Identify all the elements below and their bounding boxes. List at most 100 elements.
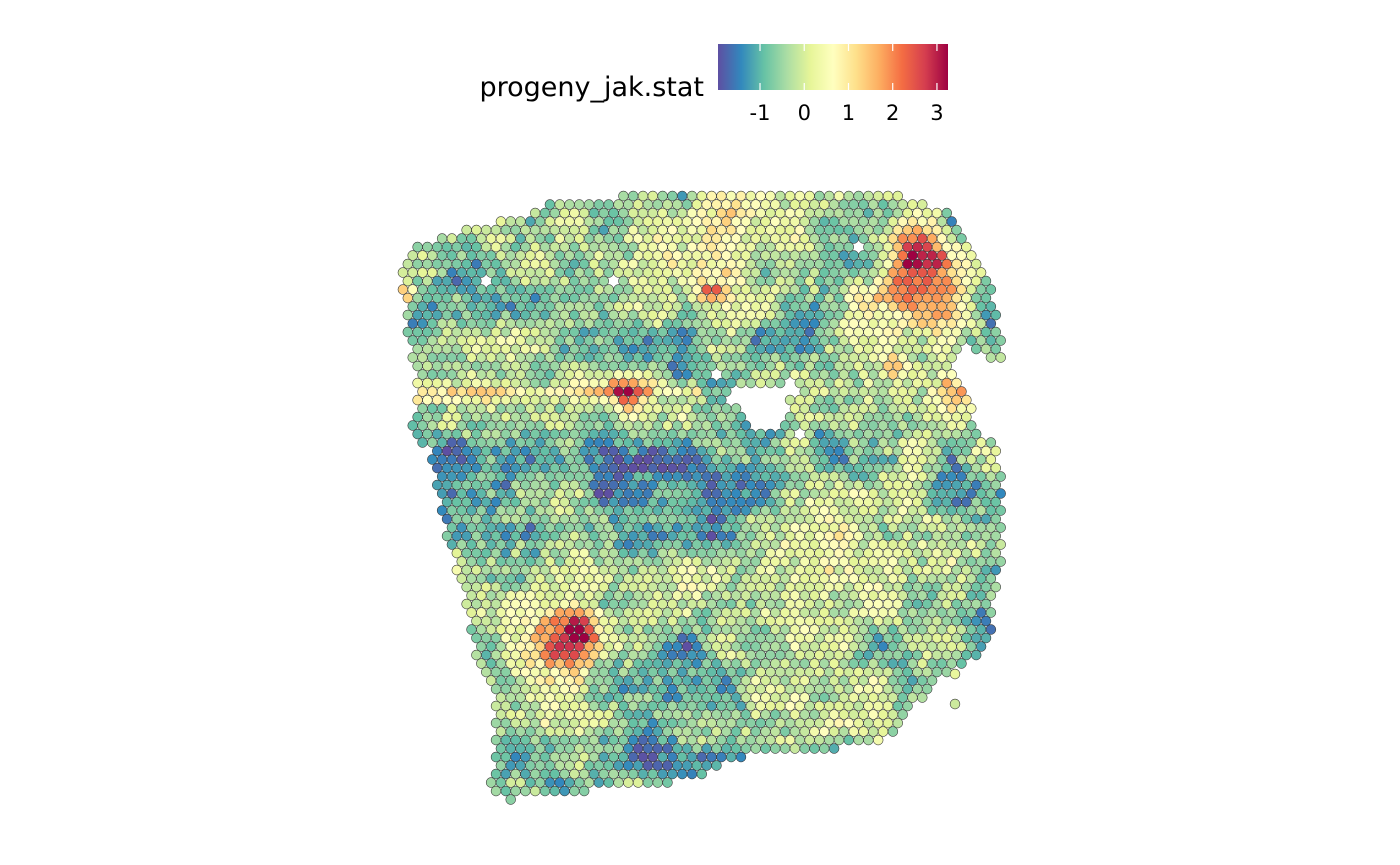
spot bbox=[716, 411, 727, 423]
spot bbox=[804, 666, 815, 678]
spot bbox=[608, 717, 619, 729]
spot bbox=[794, 598, 805, 610]
spot bbox=[863, 428, 874, 440]
spot bbox=[520, 768, 531, 780]
spot bbox=[500, 683, 511, 695]
spot bbox=[740, 284, 752, 295]
spot bbox=[907, 369, 918, 380]
spot bbox=[882, 581, 894, 593]
spot bbox=[804, 190, 815, 202]
spot bbox=[730, 624, 742, 635]
spot bbox=[917, 675, 928, 686]
spot bbox=[505, 301, 516, 312]
spot bbox=[784, 649, 796, 661]
spot bbox=[544, 199, 556, 210]
spot bbox=[691, 743, 703, 754]
spot bbox=[598, 241, 609, 253]
spot bbox=[525, 437, 536, 448]
spot bbox=[485, 454, 497, 465]
spot bbox=[770, 471, 781, 482]
spot bbox=[520, 683, 531, 695]
spot bbox=[784, 564, 796, 576]
spot bbox=[515, 522, 526, 533]
spot bbox=[432, 343, 443, 355]
spot bbox=[593, 216, 605, 227]
spot bbox=[603, 250, 614, 261]
spot bbox=[618, 734, 629, 746]
spot bbox=[534, 641, 546, 652]
spot bbox=[647, 700, 658, 712]
spot bbox=[667, 445, 678, 457]
spot bbox=[819, 726, 830, 737]
spot bbox=[515, 726, 526, 737]
spot bbox=[711, 267, 722, 278]
spot bbox=[461, 411, 472, 423]
spot bbox=[510, 326, 521, 338]
spot bbox=[432, 411, 443, 423]
spot bbox=[760, 471, 771, 482]
spot bbox=[529, 598, 541, 610]
spot bbox=[716, 734, 727, 746]
spot bbox=[500, 377, 511, 389]
spot bbox=[921, 224, 933, 236]
spot bbox=[892, 207, 903, 219]
spot bbox=[716, 207, 727, 219]
spot bbox=[696, 394, 707, 406]
spot bbox=[569, 564, 580, 576]
spot bbox=[515, 760, 526, 771]
spot bbox=[676, 462, 688, 474]
spot bbox=[750, 658, 761, 669]
spot bbox=[770, 318, 781, 329]
spot bbox=[838, 250, 850, 261]
spot bbox=[676, 513, 688, 525]
spot bbox=[569, 530, 580, 542]
spot bbox=[510, 462, 521, 474]
spot bbox=[921, 598, 933, 610]
spot bbox=[814, 360, 825, 372]
spot bbox=[716, 326, 727, 338]
spot bbox=[819, 386, 830, 397]
spot bbox=[672, 216, 683, 227]
spot bbox=[970, 428, 982, 440]
spot bbox=[823, 411, 835, 423]
spot bbox=[534, 420, 546, 431]
spot bbox=[505, 318, 516, 329]
spot bbox=[794, 683, 805, 695]
spot bbox=[897, 556, 908, 567]
spot bbox=[618, 258, 629, 270]
spot bbox=[892, 581, 903, 593]
spot bbox=[534, 386, 546, 397]
spot bbox=[534, 437, 546, 448]
spot bbox=[539, 292, 551, 304]
spot bbox=[657, 190, 668, 202]
spot bbox=[750, 624, 761, 635]
spot bbox=[721, 386, 732, 397]
spot bbox=[667, 190, 678, 202]
spot bbox=[740, 301, 752, 312]
spot bbox=[505, 454, 516, 465]
spot bbox=[926, 675, 938, 686]
spot bbox=[696, 751, 707, 763]
spot bbox=[456, 420, 467, 431]
spot bbox=[711, 522, 722, 533]
spot bbox=[902, 394, 913, 406]
spot bbox=[784, 445, 796, 457]
spot bbox=[809, 386, 820, 397]
spot bbox=[921, 615, 933, 627]
spot bbox=[897, 539, 908, 550]
spot bbox=[951, 411, 962, 423]
spot bbox=[583, 471, 595, 482]
spot bbox=[956, 658, 967, 669]
spot bbox=[632, 522, 644, 533]
spot bbox=[735, 564, 747, 576]
spot bbox=[755, 326, 766, 338]
spot bbox=[549, 768, 560, 780]
spot bbox=[828, 454, 840, 465]
spot bbox=[461, 326, 472, 338]
spot bbox=[701, 250, 712, 261]
spot bbox=[956, 386, 967, 397]
spot bbox=[917, 301, 928, 312]
spot bbox=[525, 760, 536, 771]
spot bbox=[520, 564, 531, 576]
spot bbox=[544, 386, 556, 397]
